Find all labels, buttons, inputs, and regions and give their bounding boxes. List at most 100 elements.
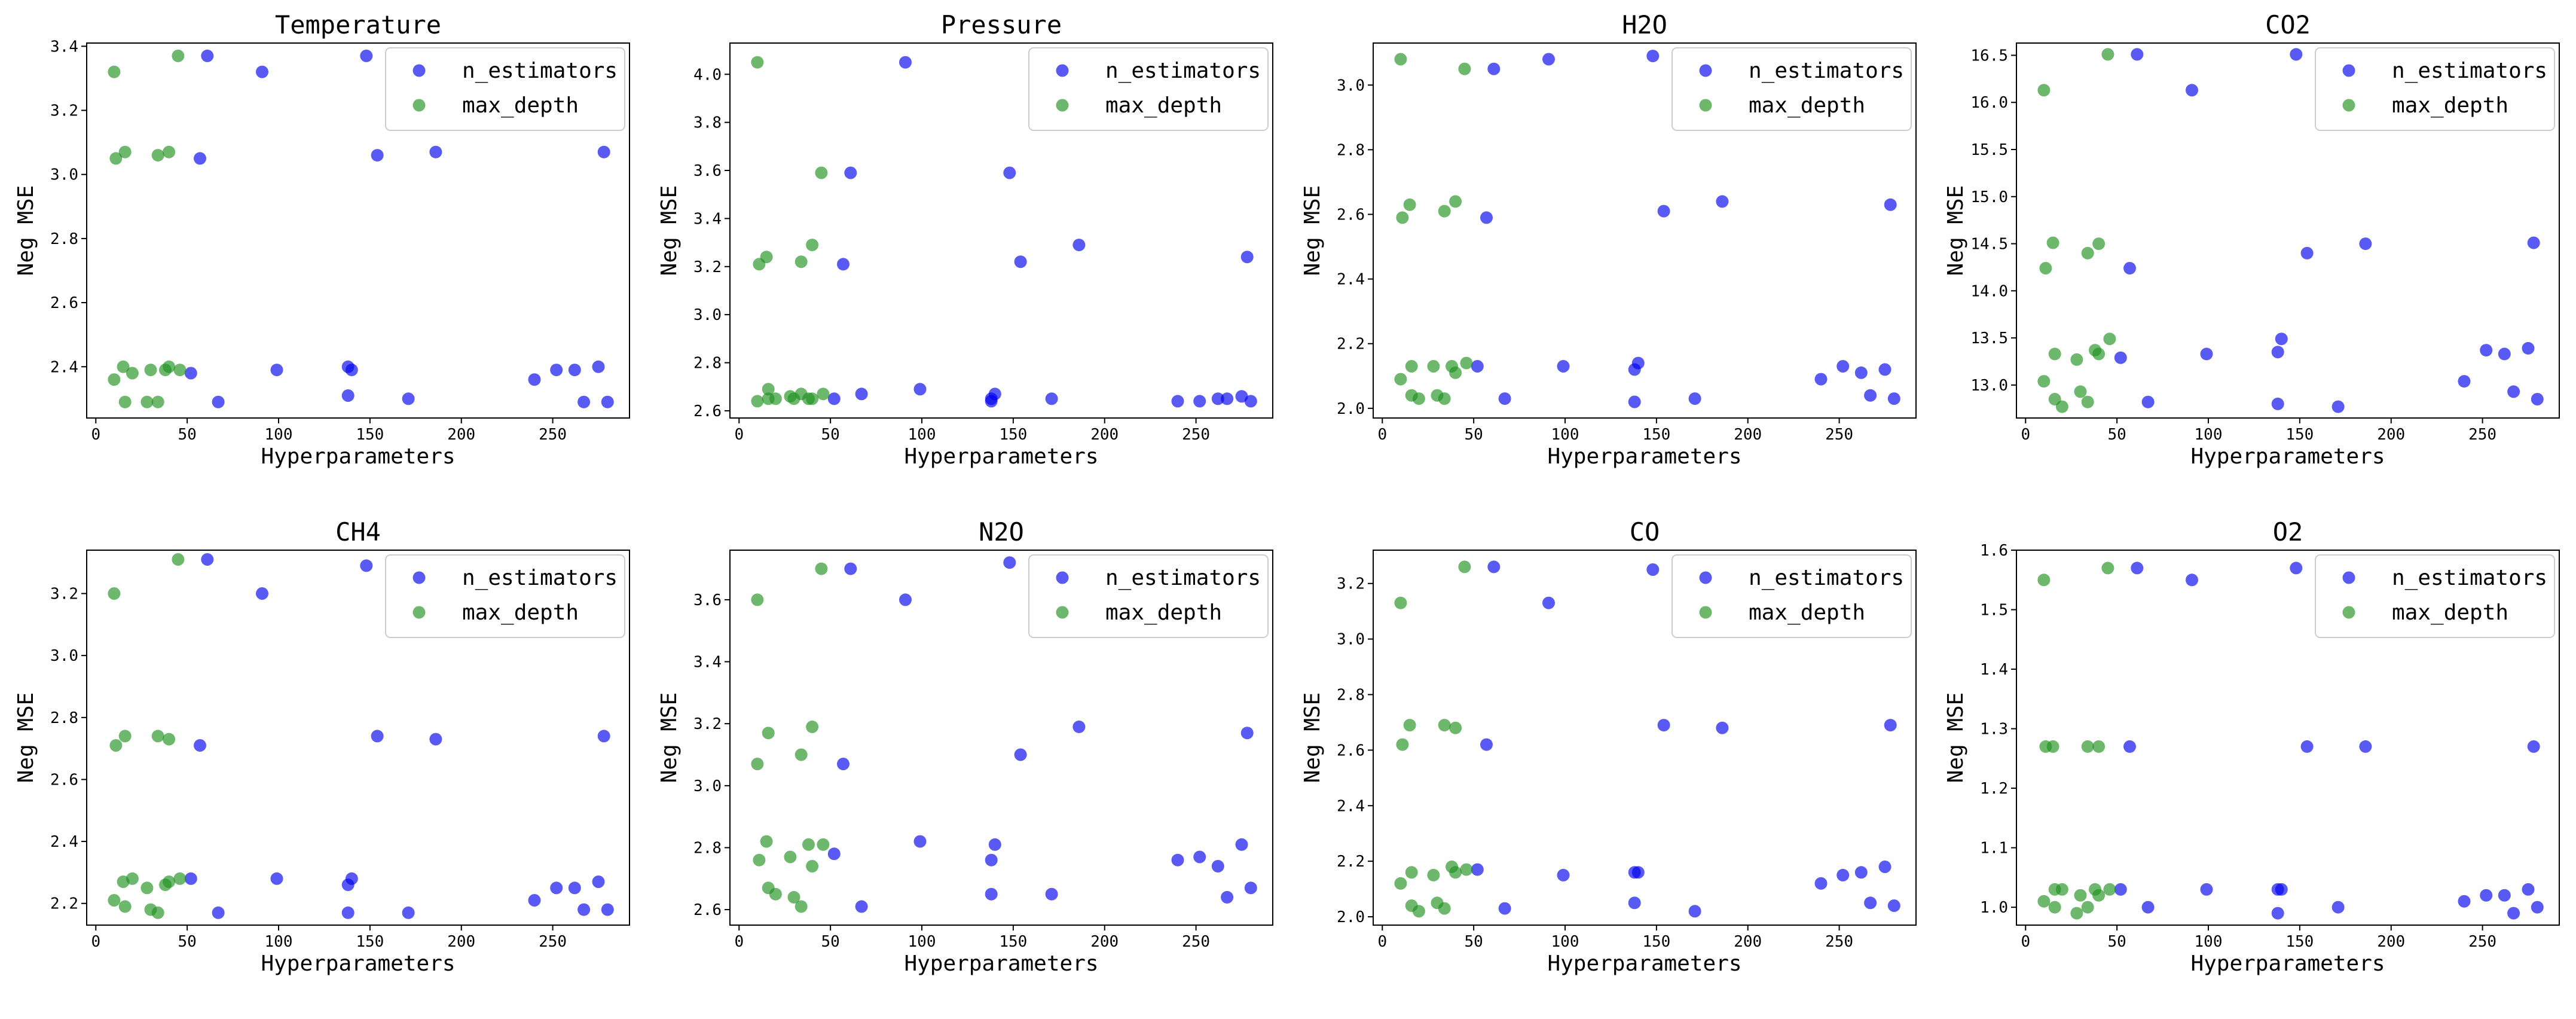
y-tick-label: 3.6 (693, 162, 722, 180)
data-point-n-estimators (1878, 861, 1891, 873)
data-point-max-depth (2074, 385, 2087, 398)
data-point-n-estimators (345, 872, 358, 885)
data-point-n-estimators (2531, 901, 2544, 914)
data-point-n-estimators (2275, 883, 2288, 896)
axes-frame (1373, 42, 1917, 419)
legend-box (1672, 554, 1912, 638)
y-tick-label: 3.2 (50, 585, 78, 603)
chart-title: Temperature (275, 10, 441, 39)
data-point-n-estimators (2458, 375, 2471, 388)
data-point-max-depth (163, 145, 176, 158)
data-point-max-depth (1438, 205, 1451, 218)
data-point-n-estimators (429, 733, 442, 746)
legend-box (385, 47, 625, 131)
legend: n_estimators max_depth (1028, 47, 1269, 131)
x-tick-label: 150 (2285, 426, 2314, 444)
chart-title: H2O (1622, 10, 1667, 39)
x-tick-label: 50 (178, 933, 196, 951)
data-point-max-depth (2046, 236, 2059, 249)
data-point-max-depth (1438, 392, 1451, 405)
x-tick-label: 100 (265, 426, 293, 444)
legend-label-max-depth: max_depth (2392, 93, 2508, 118)
data-point-n-estimators (1072, 239, 1086, 252)
legend-marker-n-estimators (2342, 64, 2355, 77)
data-point-n-estimators (592, 875, 605, 888)
data-point-n-estimators (201, 49, 214, 62)
data-point-n-estimators (601, 395, 614, 408)
data-point-max-depth (2081, 740, 2094, 753)
data-point-max-depth (163, 875, 176, 888)
legend: n_estimators max_depth (1672, 554, 1912, 638)
data-point-max-depth (1405, 866, 1418, 879)
data-point-max-depth (173, 872, 187, 885)
data-point-max-depth (751, 56, 764, 69)
x-tick-label: 200 (1090, 426, 1119, 444)
data-point-n-estimators (827, 847, 841, 861)
x-tick-label: 250 (1182, 426, 1210, 444)
data-point-n-estimators (2527, 740, 2540, 753)
data-point-n-estimators (2114, 883, 2127, 896)
data-point-n-estimators (528, 894, 541, 907)
data-point-n-estimators (1244, 881, 1257, 895)
data-point-n-estimators (1854, 866, 1868, 879)
data-point-max-depth (173, 364, 187, 377)
data-point-n-estimators (2123, 740, 2136, 753)
data-point-n-estimators (837, 758, 850, 770)
legend-marker-max-depth (1056, 99, 1069, 112)
data-point-n-estimators (1864, 896, 1877, 910)
data-point-n-estimators (988, 838, 1001, 851)
data-point-n-estimators (855, 388, 868, 401)
x-axis-label: Hyperparameters (2190, 444, 2385, 469)
data-point-n-estimators (194, 739, 206, 752)
legend-label-max-depth: max_depth (462, 600, 579, 625)
y-axis-label: Neg MSE (657, 185, 682, 276)
data-point-max-depth (118, 730, 132, 743)
legend-marker-max-depth (1699, 99, 1712, 112)
data-point-n-estimators (360, 49, 373, 62)
data-point-max-depth (108, 373, 121, 386)
y-tick-label: 2.8 (50, 230, 78, 248)
x-tick-label: 200 (2377, 933, 2405, 951)
data-point-max-depth (1403, 719, 1416, 732)
legend-marker-max-depth (2342, 606, 2355, 619)
data-point-max-depth (1449, 195, 1462, 208)
data-point-max-depth (2103, 883, 2116, 896)
data-point-n-estimators (827, 392, 841, 405)
data-point-max-depth (1449, 721, 1462, 734)
legend-marker-max-depth (1056, 606, 1069, 619)
data-point-max-depth (2048, 901, 2061, 914)
data-point-n-estimators (1045, 392, 1058, 405)
data-point-n-estimators (1628, 395, 1641, 408)
data-point-max-depth (1460, 356, 1473, 370)
data-point-max-depth (1394, 373, 1407, 386)
data-point-n-estimators (1171, 395, 1184, 408)
y-tick-label: 1.3 (1980, 721, 2008, 739)
y-tick-label: 2.8 (693, 355, 722, 373)
data-point-n-estimators (2331, 400, 2345, 413)
data-point-n-estimators (256, 65, 268, 78)
axes-frame (86, 42, 630, 419)
data-point-max-depth (1427, 360, 1440, 373)
data-point-max-depth (1438, 719, 1451, 732)
data-point-max-depth (815, 166, 828, 179)
x-tick-label: 50 (1464, 426, 1483, 444)
y-tick-label: 1.4 (1980, 661, 2008, 679)
y-tick-label: 1.0 (1980, 899, 2008, 917)
data-point-max-depth (2101, 48, 2114, 61)
data-point-n-estimators (2300, 246, 2314, 260)
data-point-n-estimators (1211, 392, 1224, 405)
data-point-max-depth (817, 838, 830, 851)
x-tick-label: 50 (2107, 933, 2126, 951)
y-tick-label: 1.6 (1980, 542, 2008, 560)
data-point-n-estimators (2359, 237, 2372, 251)
data-point-max-depth (1403, 198, 1416, 211)
y-tick-label: 2.6 (50, 294, 78, 312)
data-point-n-estimators (1864, 389, 1877, 402)
data-point-n-estimators (371, 149, 384, 162)
y-axis-label: Neg MSE (657, 692, 682, 783)
y-tick-label: 13.0 (1970, 377, 2008, 395)
data-point-max-depth (753, 853, 766, 867)
data-point-n-estimators (1631, 866, 1645, 879)
data-point-max-depth (762, 383, 775, 396)
